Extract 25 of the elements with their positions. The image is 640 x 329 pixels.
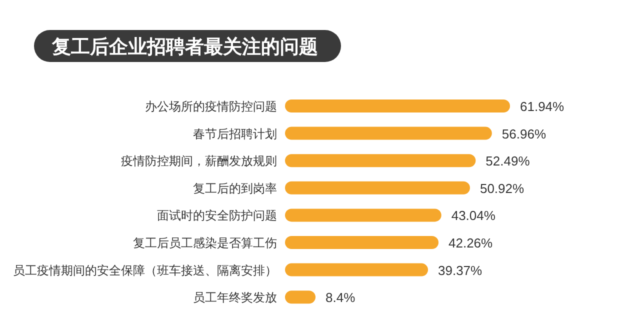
y-tick-label: 春节后招聘计划 bbox=[193, 126, 277, 141]
data-label: 43.04% bbox=[451, 208, 496, 224]
bar bbox=[285, 100, 510, 112]
y-tick-label: 员工疫情期间的安全保障（班车接送、隔离安排） bbox=[13, 263, 277, 278]
y-tick-label: 办公场所的疫情防控问题 bbox=[145, 100, 277, 114]
bar bbox=[285, 154, 476, 168]
chart-title: 复工后企业招聘者最关注的问题 bbox=[51, 36, 318, 58]
bar bbox=[285, 263, 428, 276]
y-tick-label: 复工后的到岗率 bbox=[193, 181, 277, 196]
bar bbox=[285, 208, 442, 222]
data-label: 61.94% bbox=[520, 99, 565, 114]
y-tick-label: 面试时的安全防护问题 bbox=[157, 208, 277, 223]
data-label: 8.4% bbox=[326, 290, 356, 306]
data-label: 50.92% bbox=[480, 180, 524, 196]
bar bbox=[285, 181, 470, 194]
bar bbox=[285, 236, 439, 249]
data-label: 56.96% bbox=[502, 126, 546, 142]
bar bbox=[285, 126, 492, 140]
data-label: 42.26% bbox=[448, 236, 494, 250]
y-tick-label: 复工后员工感染是否算工伤 bbox=[133, 236, 277, 250]
y-tick-label: 员工年终奖发放 bbox=[193, 290, 277, 305]
data-label: 39.37% bbox=[438, 262, 483, 278]
y-tick-label: 疫情防控期间，薪酬发放规则 bbox=[121, 154, 277, 168]
data-label: 52.49% bbox=[486, 154, 530, 169]
bar bbox=[285, 290, 316, 304]
